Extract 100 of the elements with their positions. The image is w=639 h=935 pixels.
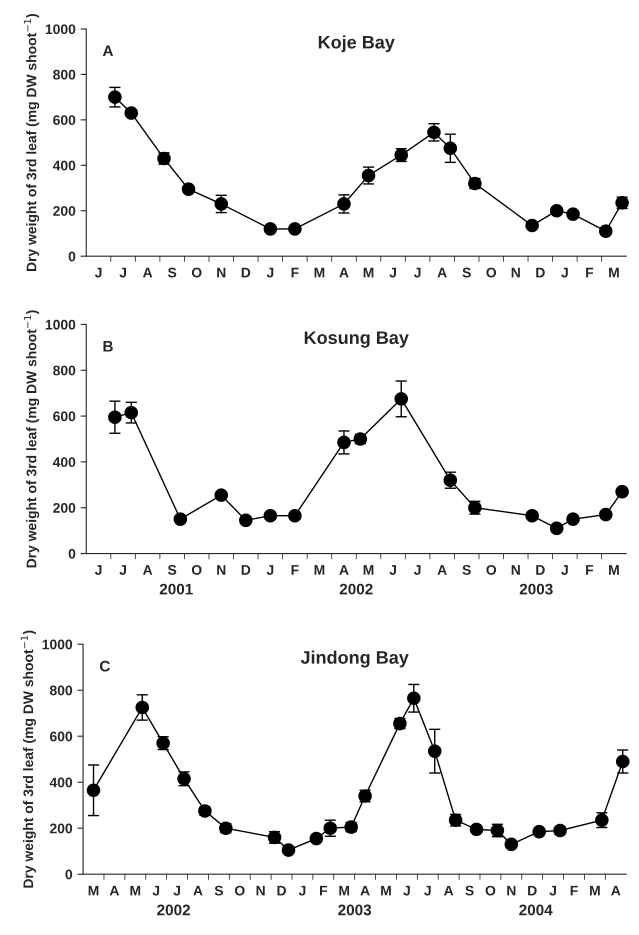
point — [394, 392, 408, 406]
x-tick-label: S — [168, 565, 176, 575]
point — [198, 804, 212, 818]
x-tick-label: S — [465, 886, 474, 896]
point — [310, 832, 324, 846]
x-tick-label: J — [549, 886, 556, 896]
y-tick-label: 600 — [53, 115, 76, 126]
x-tick-label: J — [403, 886, 410, 896]
point — [108, 410, 122, 424]
x-tick-label: F — [320, 886, 328, 896]
x-tick-label: N — [217, 268, 226, 278]
point — [86, 784, 100, 798]
y-axis-title: Dry weight of 3rd leaf (mg DW shoot$^{−1}$) — [24, 14, 40, 272]
y-tick-label: 400 — [52, 457, 76, 468]
x-tick-label: N — [256, 886, 265, 896]
x-tick-label: M — [88, 886, 98, 896]
x-tick-label: J — [389, 268, 396, 278]
x-tick-label: O — [192, 565, 202, 575]
point — [598, 224, 613, 238]
x-tick-label: S — [214, 886, 223, 896]
y-tick-label: 800 — [53, 366, 76, 376]
x-tick-label: J — [94, 565, 102, 575]
x-tick-label: S — [462, 268, 471, 278]
y-tick-label: 200 — [50, 824, 72, 834]
x-tick-label: A — [339, 268, 349, 278]
x-tick-label: J — [414, 565, 421, 575]
text: 2002 — [157, 904, 190, 916]
x-tick-label: J — [424, 886, 431, 896]
annotation: C — [100, 660, 110, 672]
x-tick-label: M — [314, 565, 324, 575]
x-tick-label: M — [381, 886, 391, 896]
x-tick-label: A — [193, 886, 203, 896]
point — [264, 508, 278, 522]
point — [124, 106, 138, 120]
point — [566, 207, 580, 221]
x-tick-label: A — [110, 886, 120, 896]
x-tick-label: S — [168, 268, 176, 278]
x-tick-label: F — [292, 268, 299, 278]
x-tick-label: A — [437, 565, 447, 575]
y-tick-label: 400 — [52, 160, 76, 170]
chart-title: Koje Bay — [318, 35, 395, 52]
y-tick-label: 600 — [53, 411, 76, 422]
point — [566, 512, 580, 526]
point — [182, 182, 196, 196]
x-tick-label: S — [462, 565, 471, 575]
text: 2003 — [338, 904, 372, 916]
y-tick-label: 1000 — [42, 640, 72, 650]
x-tick-label: A — [437, 268, 447, 278]
point — [616, 754, 630, 768]
point — [428, 744, 442, 758]
x-tick-label: M — [364, 565, 374, 575]
x-tick-label: M — [590, 886, 600, 896]
x-tick-label: J — [119, 268, 126, 278]
point — [598, 508, 613, 522]
x-tick-label: M — [314, 268, 324, 278]
point — [532, 824, 546, 838]
x-tick-label: O — [192, 268, 202, 278]
point — [108, 90, 122, 104]
y-tick-label: 200 — [53, 206, 76, 216]
x-tick-label: A — [611, 886, 620, 896]
point — [407, 692, 421, 706]
x-tick-label: A — [360, 886, 370, 896]
point — [174, 512, 188, 526]
point — [214, 197, 228, 211]
point — [550, 204, 564, 218]
x-tick-label: J — [561, 268, 568, 278]
y-tick-label: 800 — [50, 686, 72, 696]
x-tick-label: J — [561, 565, 568, 575]
x-tick-label: J — [152, 886, 160, 896]
point — [362, 168, 376, 182]
x-tick-label: M — [339, 886, 350, 896]
point — [282, 843, 296, 857]
point — [214, 488, 228, 502]
x-tick-label: J — [94, 268, 102, 278]
point — [427, 126, 441, 140]
x-tick-label: F — [586, 268, 594, 278]
x-tick-label: D — [242, 268, 250, 278]
text: 2001 — [160, 584, 193, 595]
point — [288, 222, 302, 236]
point — [239, 514, 253, 528]
x-tick-label: F — [586, 565, 594, 575]
point — [337, 436, 351, 450]
y-tick-label: 0 — [65, 870, 72, 880]
point — [615, 484, 629, 498]
x-tick-label: O — [486, 268, 496, 278]
y-tick-label: 0 — [68, 252, 76, 262]
x-tick-label: O — [486, 565, 496, 575]
chart-title: Kosung Bay — [304, 331, 409, 348]
y-tick-label: 1000 — [46, 24, 76, 34]
x-tick-label: A — [444, 886, 454, 896]
x-tick-label: D — [536, 268, 545, 278]
y-tick-label: 400 — [50, 778, 72, 788]
chart-title: Jindong Bay — [300, 650, 409, 668]
y-tick-label: 600 — [50, 732, 72, 742]
x-tick-label: J — [266, 565, 274, 575]
x-tick-label: F — [292, 565, 299, 575]
x-tick-label: O — [486, 886, 496, 896]
x-tick-label: A — [339, 565, 349, 575]
x-tick-label: F — [570, 886, 578, 896]
x-tick-label: J — [266, 268, 274, 278]
